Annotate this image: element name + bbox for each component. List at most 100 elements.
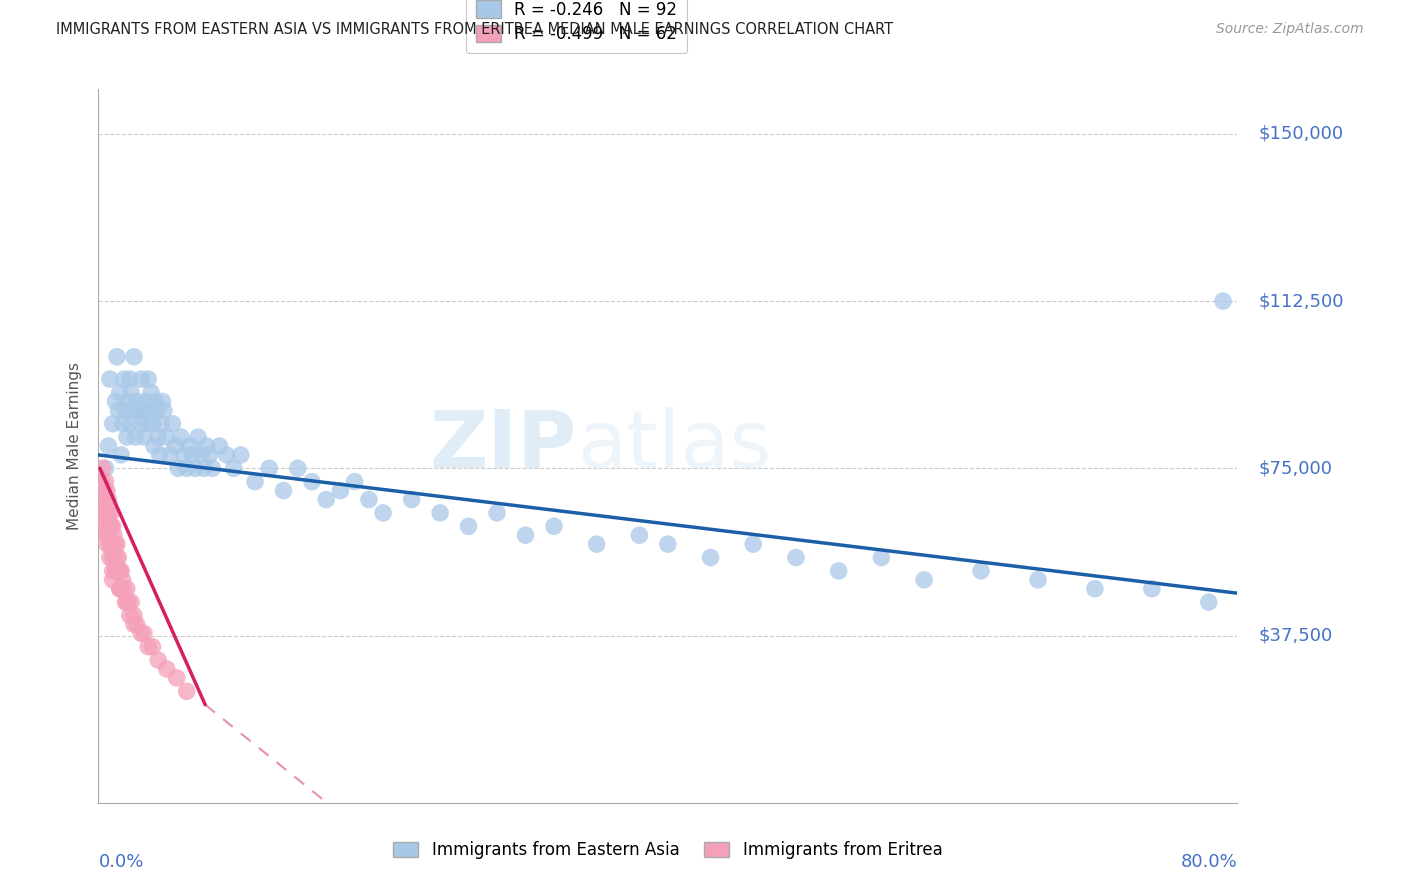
Point [373, 506, 395, 520]
Point [103, 550, 125, 565]
Point [785, 550, 807, 565]
Point [118, 372, 141, 386]
Point [136, 640, 159, 654]
Point [401, 492, 423, 507]
Point [101, 573, 124, 587]
Point [315, 492, 337, 507]
Point [135, 417, 157, 431]
Point [101, 537, 124, 551]
Point [429, 506, 451, 520]
Point [150, 417, 173, 431]
Point [165, 439, 187, 453]
Point [170, 430, 193, 444]
Point [98, 537, 121, 551]
Text: 80.0%: 80.0% [1181, 853, 1237, 871]
Point [870, 550, 893, 565]
Point [193, 461, 215, 475]
Point [166, 671, 188, 685]
Point [111, 417, 134, 431]
Point [104, 564, 127, 578]
Point [115, 582, 138, 596]
Point [173, 448, 195, 462]
Point [156, 430, 179, 444]
Point [108, 385, 131, 400]
Point [108, 582, 131, 596]
Point [138, 403, 160, 417]
Point [628, 528, 651, 542]
Text: 0.0%: 0.0% [98, 853, 143, 871]
Point [457, 519, 479, 533]
Point [229, 448, 252, 462]
Point [273, 483, 295, 498]
Point [184, 461, 207, 475]
Point [124, 430, 146, 444]
Point [190, 448, 212, 462]
Point [108, 564, 131, 578]
Point [97, 528, 120, 542]
Point [215, 448, 238, 462]
Point [152, 394, 174, 409]
Point [107, 550, 129, 565]
Point [98, 519, 121, 533]
Point [105, 550, 128, 565]
Point [132, 430, 155, 444]
Point [125, 394, 148, 409]
Point [94, 492, 117, 507]
Point [91, 461, 114, 475]
Point [142, 439, 165, 453]
Point [912, 573, 935, 587]
Point [486, 506, 509, 520]
Point [198, 448, 221, 462]
Point [699, 550, 721, 565]
Point [91, 506, 114, 520]
Text: $75,000: $75,000 [1258, 459, 1333, 477]
Point [243, 475, 266, 489]
Point [343, 475, 366, 489]
Point [127, 403, 149, 417]
Point [114, 403, 136, 417]
Point [129, 372, 152, 386]
Point [114, 595, 136, 609]
Point [122, 350, 145, 364]
Point [1140, 582, 1163, 596]
Point [132, 626, 155, 640]
Point [110, 564, 132, 578]
Point [103, 528, 125, 542]
Point [543, 519, 565, 533]
Point [357, 492, 380, 507]
Point [115, 430, 138, 444]
Point [129, 626, 152, 640]
Text: $37,500: $37,500 [1258, 626, 1333, 645]
Point [101, 519, 124, 533]
Point [141, 640, 163, 654]
Point [98, 501, 121, 516]
Point [128, 417, 150, 431]
Point [585, 537, 607, 551]
Point [111, 573, 134, 587]
Point [94, 519, 117, 533]
Point [162, 417, 184, 431]
Point [122, 608, 145, 623]
Point [329, 483, 352, 498]
Point [145, 394, 167, 409]
Point [1084, 582, 1107, 596]
Point [96, 483, 118, 498]
Point [149, 448, 172, 462]
Point [97, 492, 120, 507]
Point [1212, 293, 1234, 308]
Point [125, 617, 148, 632]
Point [97, 439, 120, 453]
Point [1026, 573, 1049, 587]
Point [101, 417, 124, 431]
Point [515, 528, 537, 542]
Point [176, 461, 198, 475]
Point [148, 653, 170, 667]
Text: Source: ZipAtlas.com: Source: ZipAtlas.com [1216, 22, 1364, 37]
Point [167, 461, 190, 475]
Point [96, 528, 118, 542]
Point [121, 403, 143, 417]
Point [176, 684, 198, 698]
Point [101, 564, 124, 578]
Point [96, 506, 118, 520]
Point [100, 519, 122, 533]
